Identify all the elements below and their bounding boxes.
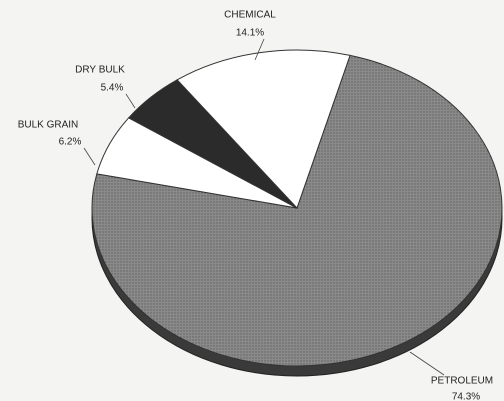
labels: PETROLEUM 74.3% BULK GRAIN 6.2% DRY BULK 5.4%…	[18, 10, 493, 401]
leader-line	[254, 38, 265, 61]
slice-value-label: 74.3%	[452, 392, 480, 401]
slice-value-label: 6.2%	[59, 137, 82, 148]
slice-value-label: 5.4%	[101, 83, 124, 94]
pie	[91, 49, 503, 377]
slice-value-label: 14.1%	[236, 28, 264, 39]
slice-label: BULK GRAIN	[18, 120, 79, 131]
leader-line	[83, 147, 96, 166]
leader-line	[125, 93, 136, 109]
slice-label: DRY BULK	[75, 65, 125, 76]
slice-label: CHEMICAL	[224, 10, 276, 21]
leader-line	[409, 351, 445, 376]
slice-label: PETROLEUM	[431, 376, 493, 387]
pie-slice	[91, 54, 503, 367]
pie-slice	[176, 49, 351, 209]
